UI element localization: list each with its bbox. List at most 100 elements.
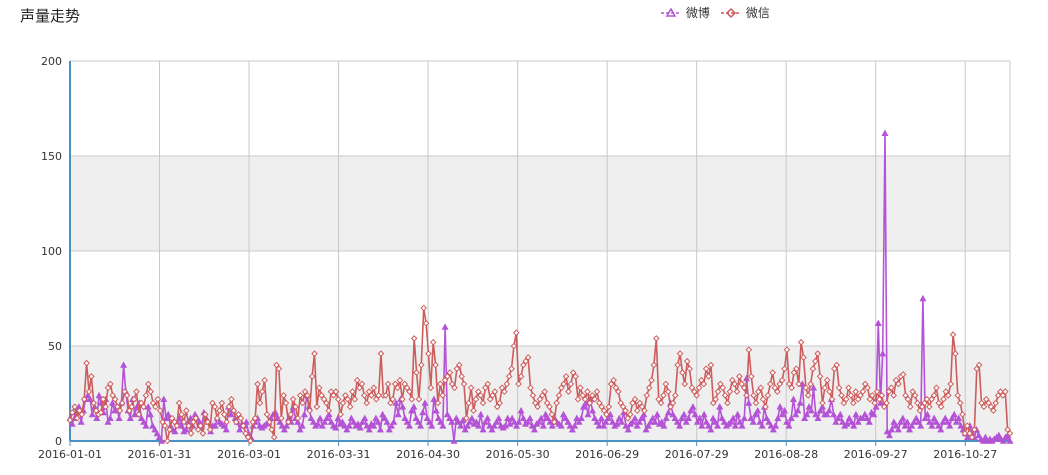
data-point (372, 395, 380, 403)
data-point (228, 395, 235, 403)
data-point (714, 388, 722, 395)
data-point (804, 392, 812, 399)
data-point (968, 433, 976, 441)
data-point (493, 403, 501, 411)
data-point (468, 414, 476, 422)
data-point (821, 384, 829, 392)
data-point (629, 399, 636, 407)
data-point (660, 422, 668, 429)
data-point (575, 418, 583, 425)
data-point (421, 399, 429, 406)
data-point (489, 392, 496, 399)
data-point (102, 403, 109, 411)
data-point (939, 418, 947, 425)
data-point (519, 414, 527, 422)
data-point (836, 410, 844, 418)
data-point (316, 414, 324, 422)
data-point (472, 418, 480, 425)
data-point (363, 399, 371, 407)
data-point (873, 388, 881, 395)
data-point (933, 384, 940, 392)
data-point (859, 414, 867, 422)
data-point (85, 388, 93, 395)
data-point (835, 384, 843, 392)
data-point (839, 418, 847, 425)
data-point (963, 422, 971, 430)
data-point (743, 392, 750, 399)
data-point (961, 430, 969, 437)
data-point (995, 431, 1003, 439)
data-point (985, 399, 992, 407)
data-point (93, 414, 101, 422)
data-point (401, 414, 409, 422)
data-point (370, 422, 378, 429)
data-point (683, 357, 691, 365)
data-point (734, 410, 742, 418)
data-point (534, 403, 541, 411)
data-point (441, 323, 449, 330)
data-point (593, 418, 601, 425)
data-point (687, 406, 695, 414)
data-point (512, 329, 520, 337)
data-point (640, 410, 648, 418)
data-point (137, 399, 145, 407)
data-point (878, 392, 886, 399)
data-point (318, 422, 326, 429)
data-point (999, 437, 1007, 444)
y-tick-label: 50 (48, 340, 62, 353)
data-point (572, 373, 579, 380)
data-point (164, 437, 171, 445)
data-point (690, 388, 698, 395)
data-point (574, 395, 582, 403)
data-point (216, 407, 223, 414)
data-point (498, 384, 506, 392)
data-point (688, 384, 696, 392)
data-point (603, 411, 610, 418)
legend-item-weibo[interactable]: 微博 (660, 4, 710, 21)
legend-weibo-marker-icon (661, 6, 681, 17)
data-point (457, 422, 465, 429)
data-point (997, 388, 1004, 395)
data-point (332, 388, 340, 395)
data-point (901, 422, 909, 429)
data-point (705, 422, 713, 429)
data-point (660, 392, 667, 399)
data-point (278, 422, 286, 429)
data-point (268, 426, 276, 433)
data-point (358, 380, 366, 388)
data-point (749, 418, 757, 425)
data-point (930, 392, 938, 399)
data-point (481, 418, 489, 425)
data-point (128, 403, 136, 411)
data-point (588, 406, 596, 414)
data-point (242, 430, 249, 437)
legend-item-weixin[interactable]: 微信 (720, 4, 770, 21)
data-point (649, 414, 657, 422)
data-point (69, 409, 76, 416)
data-point (413, 369, 420, 376)
data-point (767, 422, 775, 429)
data-point (682, 418, 690, 425)
data-point (419, 408, 427, 416)
data-point (711, 418, 719, 425)
data-point (740, 414, 748, 422)
data-point (776, 380, 784, 388)
data-point (365, 388, 373, 395)
data-point (152, 403, 159, 411)
data-point (883, 427, 891, 435)
data-point (166, 426, 174, 433)
data-point (251, 414, 259, 422)
data-point (149, 399, 157, 407)
data-point (615, 414, 623, 422)
x-tick-label: 2016-09-27 (844, 448, 908, 461)
data-point (1004, 426, 1011, 433)
data-point (474, 388, 482, 395)
data-point (343, 425, 351, 433)
legend-weixin-label: 微信 (745, 6, 770, 20)
data-point (475, 422, 483, 429)
data-point (427, 384, 435, 392)
data-point (903, 418, 911, 425)
data-point (428, 422, 436, 429)
data-point (809, 365, 817, 373)
data-point (864, 384, 871, 392)
